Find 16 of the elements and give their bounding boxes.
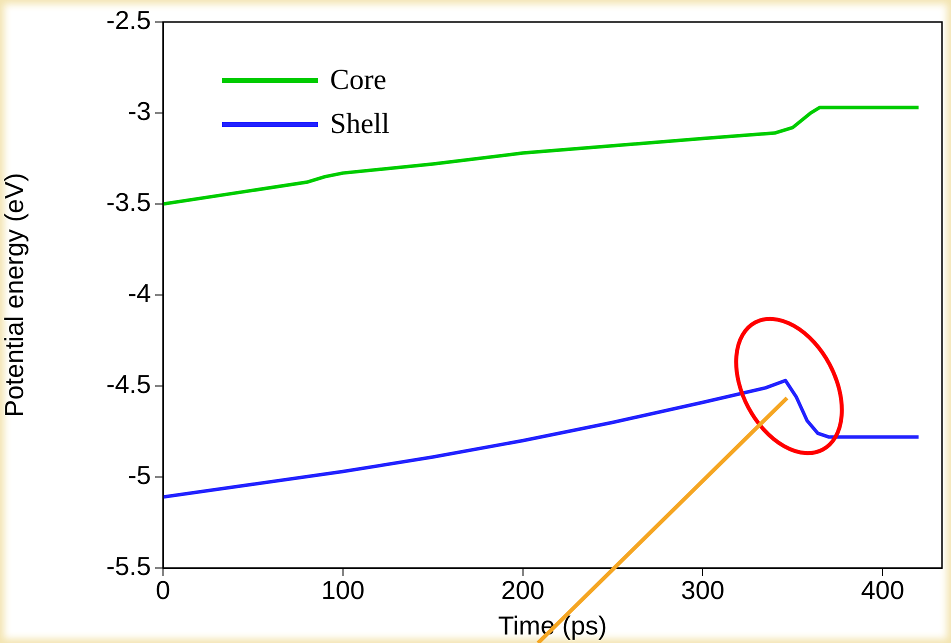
y-tick-label: -5 bbox=[128, 460, 151, 490]
legend-label: Shell bbox=[330, 108, 390, 140]
legend-label: Core bbox=[330, 64, 386, 96]
y-tick-label: -5.5 bbox=[106, 551, 151, 582]
y-tick-label: -3.5 bbox=[106, 187, 151, 218]
y-tick-label: -3 bbox=[128, 96, 151, 126]
y-axis-title: Potential energy (eV) bbox=[0, 172, 29, 418]
x-tick-label: 100 bbox=[321, 574, 365, 605]
y-tick-label: -2.5 bbox=[106, 5, 151, 36]
x-tick-label: 200 bbox=[501, 574, 545, 605]
y-tick-label: -4.5 bbox=[106, 369, 151, 400]
x-tick-label: 300 bbox=[681, 574, 724, 605]
x-tick-label: 0 bbox=[156, 574, 170, 605]
y-tick-label: -4 bbox=[128, 278, 151, 308]
x-axis-title: Time (ps) bbox=[498, 610, 607, 641]
x-tick-label: 400 bbox=[860, 574, 904, 605]
